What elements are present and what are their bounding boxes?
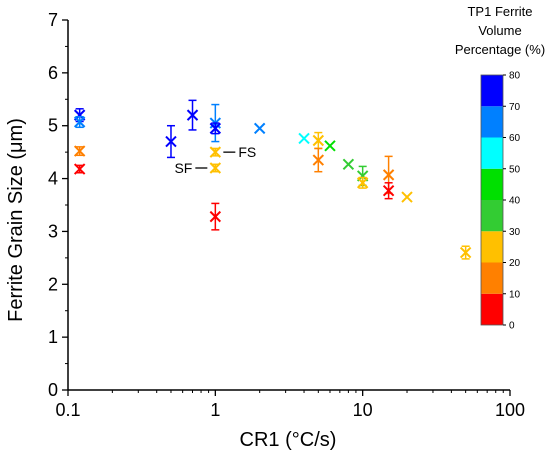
data-points [73, 99, 472, 260]
y-tick-label: 7 [48, 10, 58, 30]
x-marker [253, 122, 266, 135]
colorbar-band [481, 262, 503, 294]
data-point [324, 140, 336, 152]
y-tick-label: 3 [48, 221, 58, 241]
data-point [382, 182, 395, 200]
colorbar-tick-label: 40 [509, 196, 521, 207]
x-marker [298, 132, 310, 145]
colorbar-title-line: Percentage (%) [455, 42, 545, 57]
y-tick-label: 1 [48, 327, 58, 347]
colorbar [480, 74, 504, 326]
x-marker [312, 154, 325, 166]
x-marker [186, 109, 199, 121]
x-marker [459, 246, 472, 259]
x-marker [401, 191, 413, 203]
colorbar-tick-label: 80 [509, 71, 521, 82]
data-point [312, 131, 325, 150]
x-marker [209, 146, 222, 158]
colorbar-band [481, 75, 503, 107]
x-axis-label: CR1 (°C/s) [240, 429, 337, 451]
data-point [401, 191, 413, 203]
y-tick-label: 6 [48, 63, 58, 83]
colorbar-tick-label: 10 [509, 289, 521, 300]
y-tick-label: 2 [48, 274, 58, 294]
colorbar-ticks: 0 10 20 30 40 50 60 70 80 [503, 71, 521, 332]
colorbar-band [481, 293, 503, 325]
colorbar-title-line: TP1 Ferrite [467, 4, 532, 19]
data-point [209, 162, 222, 174]
y-tick-label: 5 [48, 116, 58, 136]
x-marker [324, 140, 336, 152]
y-tick-label: 0 [48, 380, 58, 400]
data-point [165, 124, 177, 159]
data-point [356, 176, 369, 189]
x-marker [209, 162, 222, 174]
data-point [312, 147, 325, 173]
x-marker [73, 145, 86, 157]
data-point [209, 146, 222, 158]
colorbar-band [481, 200, 503, 232]
data-point [209, 202, 222, 231]
x-tick-label: 0.1 [55, 400, 80, 420]
x-marker [165, 135, 177, 148]
annotations: FS SF [174, 144, 256, 176]
data-point [73, 145, 86, 157]
colorbar-tick-label: 0 [509, 321, 515, 332]
colorbar-band [481, 168, 503, 200]
colorbar-title: TP1 Ferrite Volume Percentage (%) [455, 4, 545, 57]
x-marker [312, 134, 325, 147]
x-marker [356, 177, 369, 189]
data-point [73, 115, 86, 129]
colorbar-tick-label: 60 [509, 133, 521, 144]
data-point [342, 158, 355, 171]
x-marker [209, 122, 222, 135]
x-marker [342, 158, 355, 171]
data-point [459, 245, 472, 260]
x-marker [382, 185, 395, 197]
colorbar-tick-label: 30 [509, 227, 521, 238]
x-marker [73, 116, 86, 128]
colorbar-tick-label: 70 [509, 102, 521, 113]
colorbar-tick-label: 20 [509, 258, 521, 269]
x-marker [73, 163, 86, 175]
x-tick-label: 10 [353, 400, 373, 420]
annotation-fs: FS [238, 144, 256, 160]
x-tick-label: 100 [495, 400, 525, 420]
x-marker [209, 210, 222, 223]
colorbar-band [481, 231, 503, 263]
colorbar-band [481, 137, 503, 169]
data-point [73, 163, 86, 175]
colorbar-tick-label: 50 [509, 164, 521, 175]
colorbar-band [481, 106, 503, 138]
y-axis-label: Ferrite Grain Size (μm) [5, 118, 27, 322]
colorbar-title-line: Volume [478, 23, 521, 38]
annotation-sf: SF [174, 160, 192, 176]
data-point [298, 132, 310, 145]
data-point [209, 122, 222, 135]
y-tick-label: 4 [48, 169, 58, 189]
data-point [186, 99, 199, 131]
data-point [253, 122, 266, 135]
x-marker [382, 169, 395, 181]
x-tick-label: 1 [210, 400, 220, 420]
